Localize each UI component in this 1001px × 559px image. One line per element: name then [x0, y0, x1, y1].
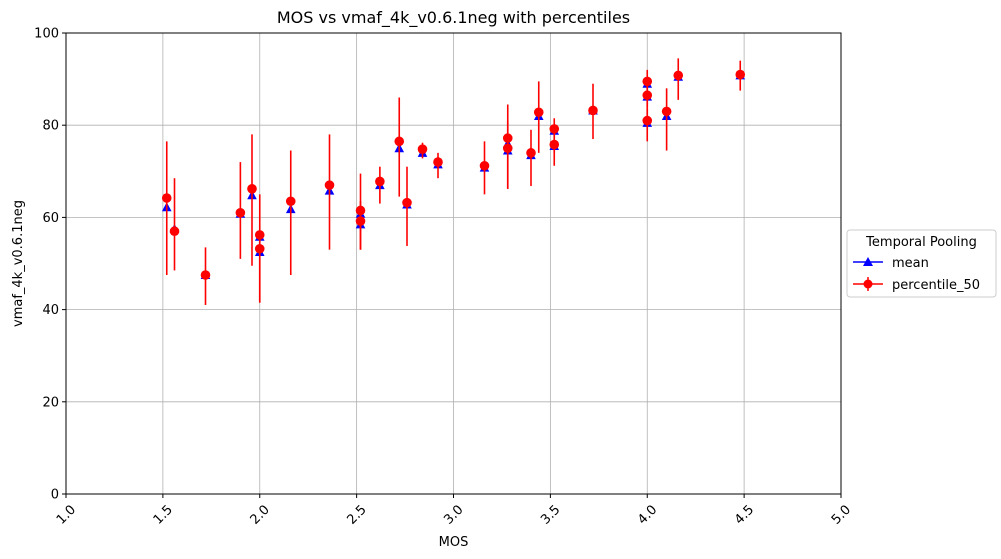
percentile-point — [235, 207, 246, 218]
legend-label-percentile-50: percentile_50 — [892, 278, 980, 293]
x-tick-label: 4.5 — [732, 502, 757, 527]
y-tick-label: 20 — [42, 395, 59, 410]
axis-ticks: 1.0 1.5 2.0 2.5 3.0 3.5 4.0 4.5 5.0 0 20 40 60 80 100 — [34, 27, 854, 528]
x-tick-label: 1.5 — [151, 502, 176, 527]
percentile-point — [588, 105, 598, 116]
percentile-point — [285, 196, 296, 207]
x-tick-label: 1.0 — [54, 502, 79, 527]
legend-mean-marker — [863, 257, 873, 266]
percentile-point — [355, 216, 366, 226]
x-tick-label: 3.5 — [538, 502, 563, 527]
percentile-point — [533, 107, 544, 118]
percentile-point — [417, 144, 428, 154]
y-tick-label: 60 — [42, 211, 59, 226]
data-marks — [161, 58, 746, 305]
percentile-point — [433, 157, 443, 167]
percentile-point — [200, 270, 211, 280]
legend: Temporal Pooling mean percentile_50 — [846, 229, 997, 298]
percentile-point — [402, 197, 412, 208]
percentile-point — [324, 180, 335, 190]
legend-label-mean: mean — [892, 256, 929, 271]
y-tick-label: 100 — [34, 27, 59, 42]
percentile-point — [375, 176, 385, 187]
percentile-point — [642, 115, 653, 126]
percentile-point — [673, 70, 684, 81]
x-tick-label: 5.0 — [829, 502, 854, 527]
percentile-point — [661, 106, 672, 117]
legend-box — [846, 229, 997, 298]
x-axis-label: MOS — [439, 535, 469, 550]
percentile-point — [355, 205, 366, 216]
percentile-point — [642, 76, 653, 87]
percentile-point — [254, 230, 265, 240]
y-tick-label: 40 — [42, 303, 59, 318]
percentile-point — [247, 184, 257, 194]
x-tick-label: 2.5 — [344, 502, 369, 527]
percentile-point — [502, 143, 513, 154]
percentile-point — [161, 193, 172, 203]
x-tick-label: 3.0 — [441, 502, 466, 527]
legend-entry-percentile-50: percentile_50 — [853, 277, 980, 293]
percentile-point — [479, 160, 490, 171]
chart-title: MOS vs vmaf_4k_v0.6.1neg with percentile… — [277, 8, 630, 28]
x-tick-label: 4.0 — [635, 502, 660, 527]
x-tick-label: 2.0 — [248, 502, 273, 527]
y-axis-label: vmaf_4k_v0.6.1neg — [11, 200, 26, 327]
legend-entry-mean: mean — [853, 256, 929, 271]
percentile-point — [549, 124, 560, 134]
percentile-point — [502, 133, 513, 143]
y-tick-label: 80 — [42, 119, 59, 134]
percentile-point — [735, 69, 746, 80]
grid — [65, 32, 842, 495]
legend-title: Temporal Pooling — [865, 235, 977, 250]
percentile-point — [642, 90, 653, 101]
percentile-point — [169, 226, 180, 237]
percentile-point — [254, 243, 265, 254]
y-tick-label: 0 — [51, 488, 59, 503]
percentile-point — [394, 136, 405, 147]
percentile-point — [526, 148, 536, 158]
percentile-point — [549, 139, 560, 150]
legend-percentile-marker — [863, 279, 873, 289]
